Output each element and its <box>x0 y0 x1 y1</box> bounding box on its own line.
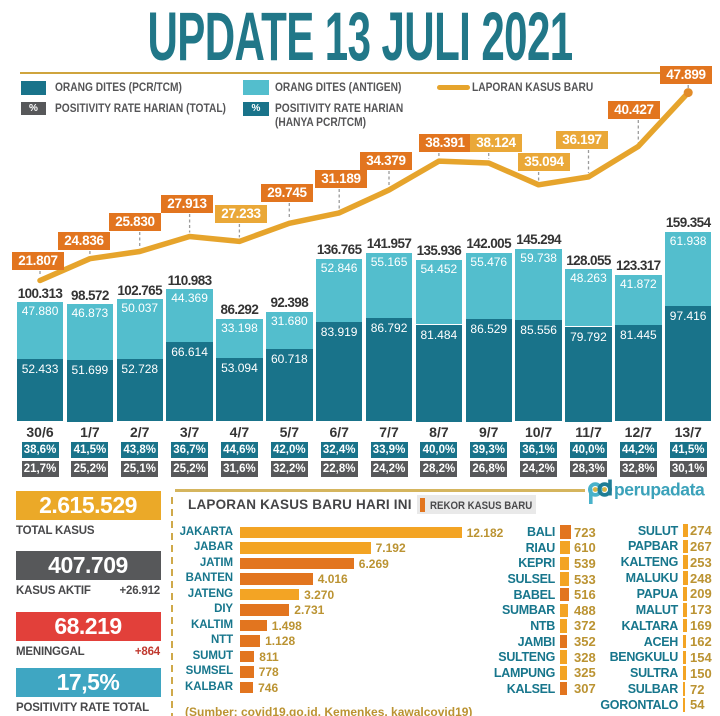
svg-text:perupadata: perupadata <box>614 480 705 500</box>
